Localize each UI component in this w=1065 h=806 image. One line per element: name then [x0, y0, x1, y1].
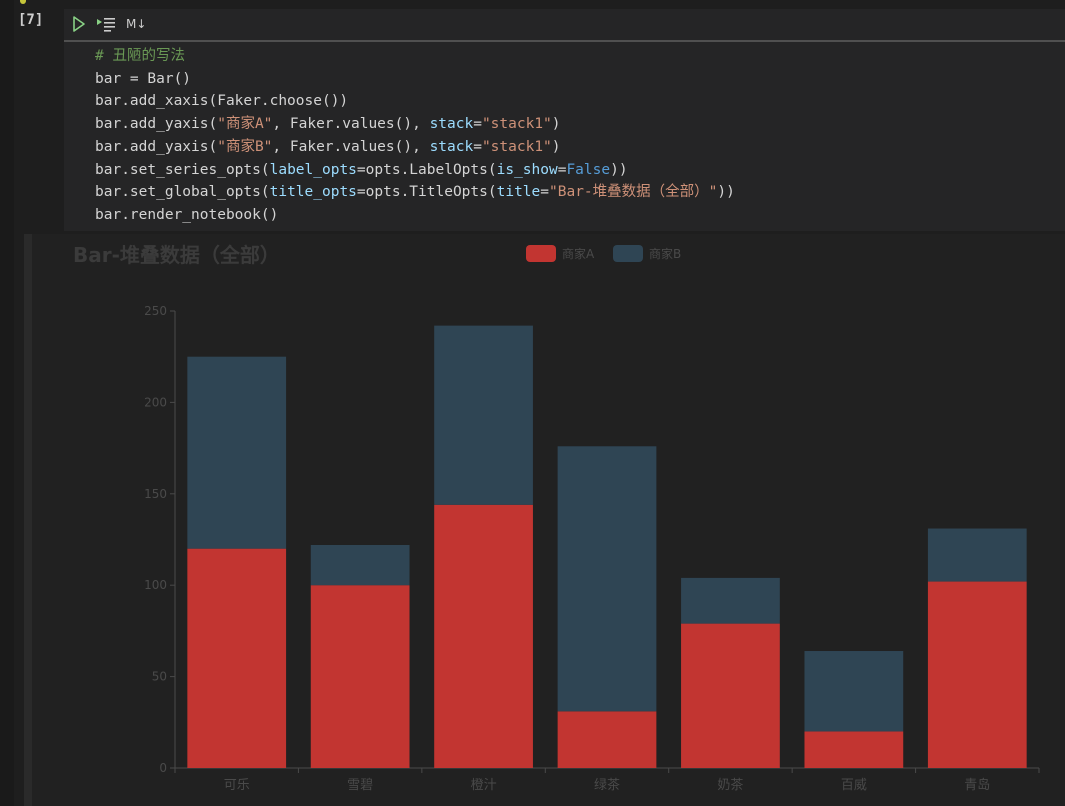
stacked-bar-chart: Bar-堆叠数据（全部） 商家A 商家B 0 50 100 150 200 250 可乐 雪碧 橙汁 绿… — [73, 243, 1040, 793]
bar-series-b — [187, 356, 287, 549]
code-line: bar = Bar() — [95, 68, 735, 91]
code-token: False — [566, 161, 611, 178]
y-tick-label: 150 — [144, 487, 167, 501]
bar-series-b — [310, 544, 410, 586]
legend-label: 商家B — [649, 246, 681, 261]
bar-series-a — [557, 711, 657, 768]
code-token: stack — [429, 116, 474, 133]
code-token: bar.render_notebook() — [95, 206, 279, 223]
left-gutter — [0, 0, 14, 806]
run-by-line-icon — [97, 18, 115, 32]
code-token: , Faker.values(), — [272, 116, 430, 133]
bar-series-a — [804, 731, 904, 768]
code-token: bar.set_series_opts( — [95, 161, 270, 178]
x-tick-label: 青岛 — [964, 777, 990, 793]
gutter-marker — [20, 0, 26, 4]
code-token: "商家A" — [217, 116, 273, 133]
x-tick-label: 绿茶 — [594, 777, 620, 793]
code-line: bar.add_yaxis("商家A", Faker.values(), sta… — [95, 113, 735, 136]
code-token: label_opts — [269, 161, 357, 178]
code-token: ) — [551, 116, 561, 133]
code-line: bar.add_yaxis("商家B", Faker.values(), sta… — [95, 136, 735, 159]
bar-series-b — [804, 651, 904, 732]
code-token: =opts.LabelOpts( — [356, 161, 497, 178]
y-tick-label: 100 — [144, 578, 167, 592]
cell-output: Bar-堆叠数据（全部） 商家A 商家B 0 50 100 150 200 250 可乐 雪碧 橙汁 绿… — [32, 234, 1065, 806]
code-line: bar.set_global_opts(title_opts=opts.Titl… — [95, 181, 735, 204]
bar-series-b — [681, 577, 780, 624]
x-tick-label: 百威 — [841, 778, 867, 793]
legend-swatch — [526, 245, 556, 262]
code-token: bar = Bar() — [95, 70, 192, 87]
code-token: = — [473, 138, 482, 155]
execution-count: [7] — [18, 12, 44, 28]
code-token: # 丑陋的写法 — [95, 48, 185, 64]
bar-series-a — [434, 504, 533, 768]
code-token: ) — [551, 138, 561, 155]
code-token: bar.add_xaxis(Faker.choose()) — [95, 93, 349, 110]
x-tick-label: 奶茶 — [717, 777, 743, 793]
cell-toolbar: M↓ — [64, 9, 1065, 42]
x-tick-label: 雪碧 — [347, 778, 373, 793]
code-line: bar.render_notebook() — [95, 204, 735, 227]
bar-series-b — [927, 528, 1027, 582]
y-tick-label: 0 — [159, 761, 167, 775]
code-token: =opts.TitleOpts( — [356, 184, 497, 201]
code-cell[interactable]: M↓ # 丑陋的写法 bar = Bar() bar.add_xaxis(Faker… — [64, 9, 1065, 231]
legend-swatch — [613, 245, 643, 262]
code-token: = — [473, 116, 482, 133]
y-tick-label: 200 — [144, 395, 167, 409]
code-token: is_show — [496, 161, 558, 178]
bar-series-a — [927, 581, 1027, 768]
chart-title: Bar-堆叠数据（全部） — [73, 243, 280, 267]
run-cell-icon — [73, 16, 85, 32]
output-collapse-bar[interactable] — [24, 234, 32, 806]
code-token: title_opts — [269, 184, 357, 201]
bar-series-b — [557, 446, 657, 712]
code-token: = — [557, 161, 567, 178]
code-token: title — [496, 184, 541, 201]
markdown-toggle-button[interactable]: M↓ — [126, 17, 147, 31]
code-token: "stack1" — [481, 116, 552, 133]
code-token: bar.add_yaxis( — [95, 116, 218, 133]
bar-series-a — [681, 623, 780, 768]
run-cell-button[interactable] — [72, 15, 86, 33]
x-tick-label: 橙汁 — [471, 778, 497, 793]
code-editor[interactable]: # 丑陋的写法 bar = Bar() bar.add_xaxis(Faker.ch… — [95, 45, 735, 227]
code-token: stack — [429, 138, 474, 155]
code-token: "商家B" — [217, 138, 273, 155]
code-token: "stack1" — [481, 138, 552, 155]
x-tick-label: 可乐 — [224, 778, 250, 793]
code-token: )) — [610, 161, 628, 178]
y-tick-label: 250 — [144, 304, 167, 318]
code-token: , Faker.values(), — [272, 138, 430, 155]
code-token: = — [540, 184, 549, 201]
code-token: bar.add_yaxis( — [95, 138, 218, 155]
legend-label: 商家A — [562, 246, 595, 261]
code-token: "Bar-堆叠数据（全部）" — [549, 184, 718, 201]
code-token: bar.set_global_opts( — [95, 184, 270, 201]
bar-series-a — [187, 548, 287, 768]
code-line: bar.set_series_opts(label_opts=opts.Labe… — [95, 159, 735, 182]
code-line: bar.add_xaxis(Faker.choose()) — [95, 90, 735, 113]
bar-series-b — [434, 325, 533, 505]
bar-series-a — [310, 585, 410, 768]
code-line: # 丑陋的写法 — [95, 45, 735, 68]
code-token: )) — [717, 184, 735, 201]
run-by-line-button[interactable] — [96, 15, 116, 33]
y-tick-label: 50 — [152, 670, 167, 684]
